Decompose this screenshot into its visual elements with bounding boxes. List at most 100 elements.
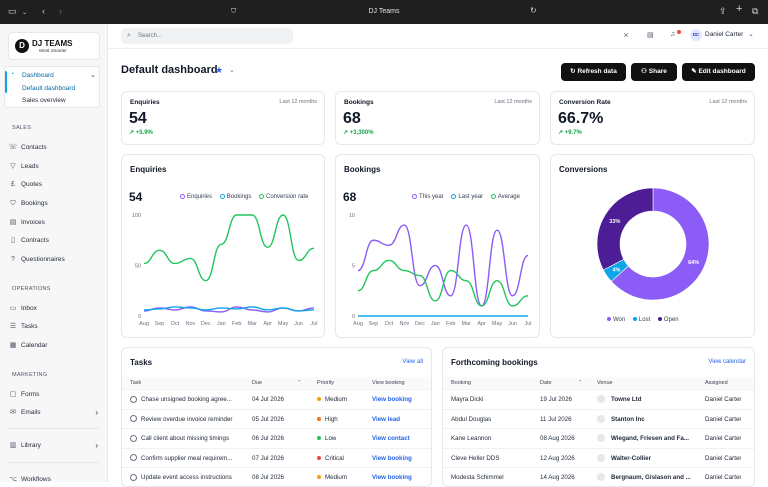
sidebar-item-default-dashboard[interactable]: Default dashboard	[22, 85, 76, 92]
sidebar-item-questionnaires[interactable]: ? Questionnaires	[8, 254, 65, 266]
sidebar-item-calendar[interactable]: ▦ Calendar	[8, 340, 48, 352]
chevron-down-icon[interactable]: ⌄	[748, 31, 754, 38]
sidebar-item-quotes[interactable]: £ Quotes	[8, 179, 42, 191]
logo-mark: D	[15, 39, 29, 53]
column-header[interactable]: Due	[252, 380, 263, 386]
booking-name[interactable]: Cleve Heller DDS	[451, 454, 500, 462]
view-link[interactable]: View contact	[372, 435, 410, 442]
search-input[interactable]: ⌕ Search...	[121, 28, 293, 44]
share-button[interactable]: ⚇ Share	[631, 63, 677, 81]
view-link[interactable]: View booking	[372, 474, 412, 481]
table-row[interactable]: Mayra Dicki 19 Jul 2026 Towne Ltd Daniel Ca…	[443, 389, 754, 409]
sidebar-item-contacts[interactable]: ☏ Contacts	[8, 142, 47, 154]
forward-icon[interactable]: ›	[59, 6, 62, 16]
venue-icon	[597, 395, 605, 404]
user-name[interactable]: Daniel Carter	[705, 31, 744, 38]
sidebar-item-dashboard[interactable]: Dashboard	[22, 72, 54, 79]
notification-bell-icon[interactable]: ♫	[670, 31, 676, 38]
table-row[interactable]: Update event access instructions 08 Jul 2…	[122, 467, 431, 486]
table-row[interactable]: Modesta Schimmel 14 Aug 2026 Bergnaum, Gis…	[443, 467, 754, 486]
booking-name[interactable]: Abdul Douglas	[451, 415, 492, 423]
view-all-link[interactable]: View all	[402, 359, 423, 365]
booking-name[interactable]: Mayra Dicki	[451, 396, 484, 403]
tabs-overview-icon[interactable]: ⧉	[752, 6, 759, 16]
y-tick-label: 100	[132, 213, 141, 219]
avatar[interactable]: DC	[690, 29, 702, 41]
legend-marker	[451, 194, 457, 199]
checkbox[interactable]	[130, 473, 137, 481]
back-icon[interactable]: ‹	[42, 6, 45, 16]
table-row[interactable]: Call client about missing timings 06 Jul …	[122, 428, 431, 448]
edit-dashboard-button[interactable]: ✎ Edit dashboard	[682, 63, 755, 81]
view-link[interactable]: View lead	[372, 415, 401, 423]
table-row[interactable]: Review overdue invoice reminder 05 Jul 20…	[122, 408, 431, 429]
chart-legend: Won Lost Open	[601, 317, 679, 323]
table-row[interactable]: Cleve Heller DDS 12 Aug 2026 Walter-Collie…	[443, 447, 754, 468]
sort-icon[interactable]: ⌃	[297, 380, 302, 386]
donut-slice	[596, 187, 654, 271]
checkbox[interactable]	[130, 434, 137, 442]
sidebar-item-sales-overview[interactable]: Sales overview	[22, 97, 66, 104]
booking-date: 19 Jul 2026	[540, 396, 572, 403]
sidebar-item-bookings[interactable]: ⛉ Bookings	[8, 198, 47, 210]
chevron-down-icon[interactable]: ⌄	[90, 72, 96, 79]
sidebar-item-emails[interactable]: ✉ Emails ›	[8, 407, 100, 419]
view-link[interactable]: View booking	[372, 396, 412, 403]
conversions-donut-chart: 64% 4% 33%	[596, 187, 710, 301]
task-due: 04 Jul 2026	[252, 396, 284, 403]
booking-name[interactable]: Modesta Schimmel	[451, 474, 504, 481]
chart-legend: This year Last year Average	[406, 194, 520, 200]
chevron-down-icon[interactable]: ⌄	[229, 67, 235, 74]
chart-title: Conversions	[559, 165, 608, 174]
new-tab-icon[interactable]: +	[736, 3, 743, 15]
shield-icon[interactable]: ⛉	[231, 8, 237, 15]
sidebar-item-contracts[interactable]: ▯ Contracts	[8, 235, 49, 247]
sidebar-item-workflows[interactable]: ⌥ Workflows	[8, 474, 51, 486]
sort-icon[interactable]: ⌃	[578, 380, 583, 386]
share-icon[interactable]: ⇪	[719, 6, 727, 16]
section-sales: SALES	[12, 125, 32, 131]
slice-label: 4%	[612, 267, 620, 273]
table-row[interactable]: Kane Leannon 08 Aug 2026 Wiegand, Friesen …	[443, 428, 754, 448]
sidebar-item-forms[interactable]: ▢ Forms	[8, 389, 40, 401]
forthcoming-bookings-panel: Forthcoming bookings View calendar Booki…	[442, 347, 755, 487]
stat-label: Bookings	[344, 99, 374, 106]
sidebar-item-invoices[interactable]: ▤ Invoices	[8, 217, 45, 229]
table-row[interactable]: Confirm supplier meal requirem... 07 Jul …	[122, 447, 431, 468]
clear-format-icon[interactable]: ⨯	[623, 32, 629, 39]
task-priority: Medium	[317, 468, 347, 486]
checkbox[interactable]	[130, 415, 137, 423]
x-tick-label: Mar	[247, 321, 257, 327]
legend-marker	[219, 194, 225, 199]
booking-name[interactable]: Kane Leannon	[451, 435, 492, 442]
reload-icon[interactable]: ↻	[530, 6, 537, 15]
table-row[interactable]: Abdul Douglas 11 Jul 2026 Stanton Inc Danie…	[443, 408, 754, 429]
booking-venue: Bergnaum, Gislason and ...	[597, 468, 699, 486]
checkbox[interactable]	[130, 454, 137, 462]
booking-date: 11 Jul 2026	[540, 415, 572, 423]
stat-value: 68	[343, 110, 361, 127]
bookmark-icon: ⛉	[10, 200, 16, 207]
archive-icon[interactable]: ▤	[647, 32, 654, 39]
booking-venue: Towne Ltd	[597, 390, 699, 409]
sidebar-toggle-icon[interactable]: ▭	[8, 6, 17, 16]
view-calendar-link[interactable]: View calendar	[708, 359, 746, 365]
task-due: 08 Jul 2026	[252, 474, 284, 481]
view-link[interactable]: View booking	[372, 454, 412, 462]
mail-icon: ✉	[10, 409, 16, 416]
logo[interactable]: D DJ TEAMS Work Smarter	[8, 32, 100, 60]
checkbox[interactable]	[130, 395, 137, 403]
table-header: Task Due ⌃ Priority View booking	[122, 377, 431, 389]
star-icon[interactable]: ★	[215, 65, 224, 75]
chevron-down-icon[interactable]: ⌄	[22, 10, 28, 16]
sidebar-item-tasks[interactable]: ☰ Tasks	[8, 321, 38, 333]
booking-assigned: Daniel Carter	[705, 474, 742, 481]
sidebar-item-leads[interactable]: ▽ Leads	[8, 161, 38, 173]
column-header: Priority	[317, 380, 335, 386]
sidebar-item-library[interactable]: ▥ Library ›	[9, 441, 98, 450]
priority-dot	[317, 397, 321, 402]
refresh-data-button[interactable]: ↻ Refresh data	[561, 63, 626, 81]
table-row[interactable]: Chase unsigned booking agree... 04 Jul 20…	[122, 389, 431, 409]
column-header[interactable]: Date	[540, 380, 552, 386]
sidebar-item-inbox[interactable]: ▭ Inbox	[8, 303, 37, 315]
